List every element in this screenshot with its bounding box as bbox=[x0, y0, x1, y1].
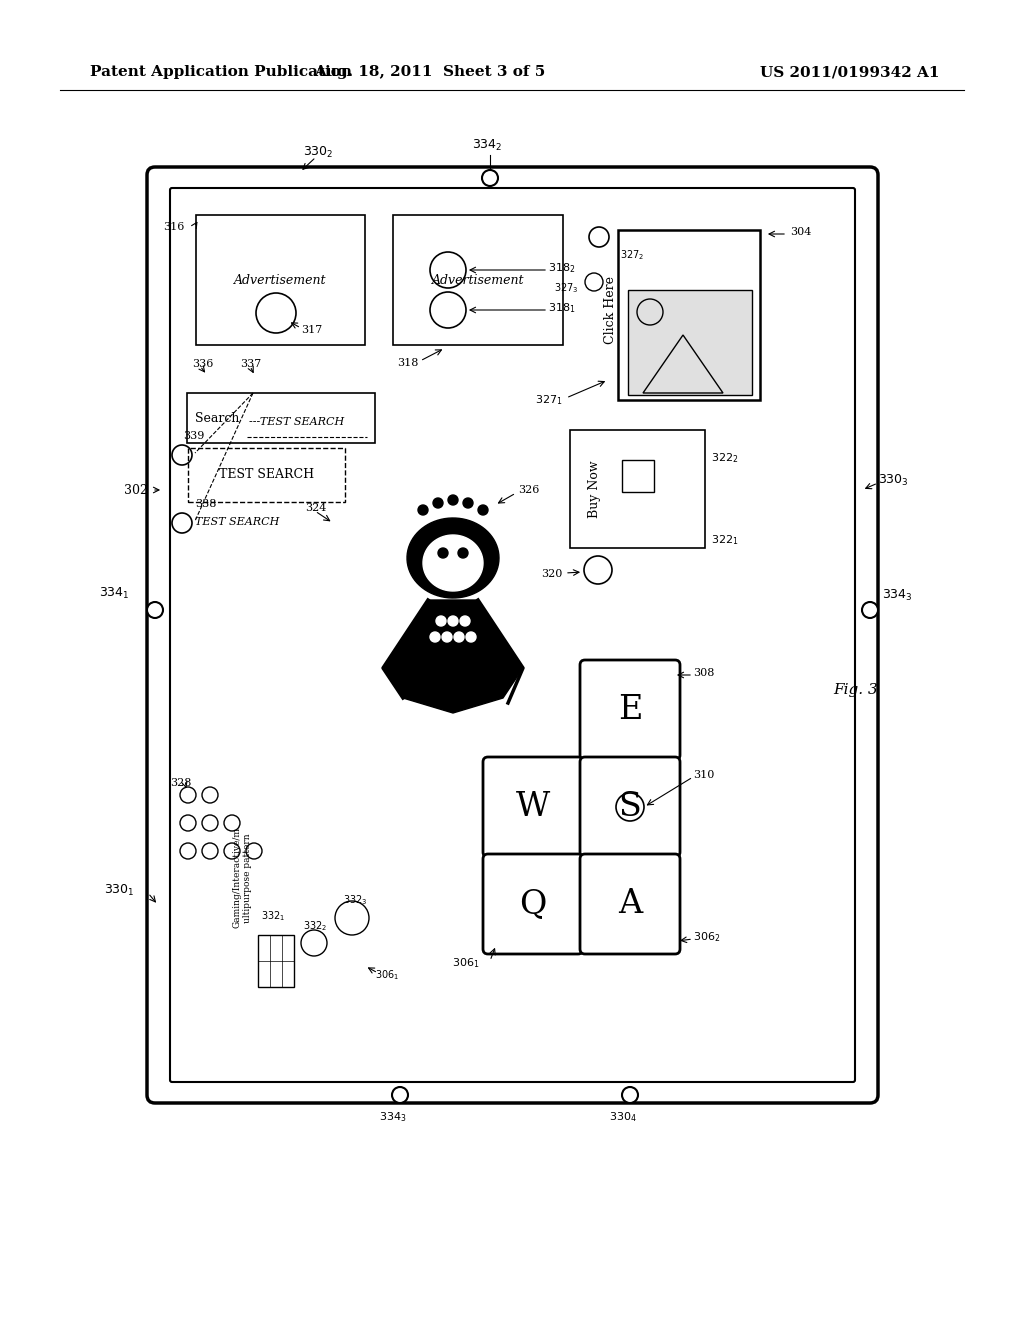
Text: $306_2$: $306_2$ bbox=[693, 931, 721, 944]
FancyBboxPatch shape bbox=[170, 187, 855, 1082]
Text: 304: 304 bbox=[790, 227, 811, 238]
Polygon shape bbox=[383, 601, 523, 713]
Text: 336: 336 bbox=[193, 359, 213, 370]
Bar bbox=[628, 290, 752, 395]
Text: Advertisement: Advertisement bbox=[432, 273, 524, 286]
Circle shape bbox=[463, 498, 473, 508]
Text: W: W bbox=[516, 791, 550, 822]
Text: $322_2$: $322_2$ bbox=[711, 451, 738, 465]
Circle shape bbox=[436, 616, 446, 626]
Circle shape bbox=[466, 632, 476, 642]
Text: S: S bbox=[618, 791, 641, 822]
Circle shape bbox=[478, 506, 488, 515]
Bar bbox=[393, 215, 563, 345]
Bar bbox=[570, 430, 705, 548]
Circle shape bbox=[460, 616, 470, 626]
FancyBboxPatch shape bbox=[483, 854, 583, 954]
Text: $327_3$: $327_3$ bbox=[554, 281, 578, 294]
Circle shape bbox=[449, 616, 458, 626]
Text: $334_3$: $334_3$ bbox=[882, 587, 912, 602]
Bar bbox=[618, 230, 760, 400]
Text: A: A bbox=[617, 888, 642, 920]
Text: 328: 328 bbox=[170, 777, 191, 788]
Text: $318_1$: $318_1$ bbox=[548, 301, 575, 315]
Circle shape bbox=[147, 602, 163, 618]
Bar bbox=[188, 447, 345, 502]
Text: Patent Application Publication: Patent Application Publication bbox=[90, 65, 352, 79]
Text: 318: 318 bbox=[397, 358, 419, 368]
Text: 317: 317 bbox=[301, 325, 323, 335]
Text: Fig. 3: Fig. 3 bbox=[834, 682, 878, 697]
Text: 308: 308 bbox=[693, 668, 715, 678]
Circle shape bbox=[418, 506, 428, 515]
Circle shape bbox=[430, 632, 440, 642]
Text: 326: 326 bbox=[518, 484, 540, 495]
Text: 339: 339 bbox=[183, 432, 205, 441]
Circle shape bbox=[449, 495, 458, 506]
Text: $330_3$: $330_3$ bbox=[878, 473, 909, 487]
Text: 324: 324 bbox=[305, 503, 327, 513]
Text: $327_2$: $327_2$ bbox=[620, 248, 644, 261]
Circle shape bbox=[433, 498, 443, 508]
Text: $334_2$: $334_2$ bbox=[472, 137, 503, 153]
Text: 320: 320 bbox=[541, 569, 562, 579]
Text: Search: Search bbox=[195, 412, 240, 425]
Circle shape bbox=[482, 170, 498, 186]
Text: $332_2$: $332_2$ bbox=[303, 919, 328, 933]
Text: TEST SEARCH: TEST SEARCH bbox=[219, 469, 314, 482]
Text: Q: Q bbox=[519, 888, 547, 920]
Text: TEST SEARCH: TEST SEARCH bbox=[195, 517, 280, 527]
Text: Click Here: Click Here bbox=[603, 276, 616, 345]
Text: 338: 338 bbox=[195, 499, 216, 510]
Text: E: E bbox=[617, 694, 642, 726]
Text: Buy Now: Buy Now bbox=[588, 461, 601, 517]
Text: $332_3$: $332_3$ bbox=[343, 894, 368, 907]
Text: Advertisement: Advertisement bbox=[234, 273, 327, 286]
Text: US 2011/0199342 A1: US 2011/0199342 A1 bbox=[760, 65, 940, 79]
Circle shape bbox=[454, 632, 464, 642]
Text: $330_2$: $330_2$ bbox=[303, 144, 333, 160]
Text: $306_1$: $306_1$ bbox=[453, 956, 480, 970]
Polygon shape bbox=[407, 517, 499, 598]
FancyBboxPatch shape bbox=[147, 168, 878, 1104]
Text: $322_1$: $322_1$ bbox=[711, 533, 738, 546]
Text: $330_1$: $330_1$ bbox=[104, 883, 135, 898]
Bar bbox=[622, 459, 654, 492]
Text: Aug. 18, 2011  Sheet 3 of 5: Aug. 18, 2011 Sheet 3 of 5 bbox=[314, 65, 546, 79]
Text: 310: 310 bbox=[693, 770, 715, 780]
Text: 337: 337 bbox=[240, 359, 261, 370]
Circle shape bbox=[622, 1086, 638, 1104]
Polygon shape bbox=[423, 535, 483, 591]
Text: $330_4$: $330_4$ bbox=[609, 1110, 637, 1123]
Circle shape bbox=[442, 632, 452, 642]
Bar bbox=[196, 215, 365, 345]
Text: 316: 316 bbox=[164, 222, 185, 232]
Text: $318_2$: $318_2$ bbox=[548, 261, 575, 275]
Text: ultipurpose pattern: ultipurpose pattern bbox=[243, 833, 252, 923]
Circle shape bbox=[862, 602, 878, 618]
Text: $332_1$: $332_1$ bbox=[261, 909, 286, 923]
Circle shape bbox=[438, 548, 449, 558]
Text: ---TEST SEARCH: ---TEST SEARCH bbox=[249, 417, 344, 426]
Text: $334_1$: $334_1$ bbox=[99, 586, 130, 601]
Bar bbox=[258, 935, 294, 987]
FancyBboxPatch shape bbox=[580, 854, 680, 954]
Text: 302: 302 bbox=[124, 483, 148, 496]
Text: $327_1$: $327_1$ bbox=[536, 393, 563, 407]
Text: $334_3$: $334_3$ bbox=[379, 1110, 407, 1123]
Circle shape bbox=[392, 1086, 408, 1104]
Bar bbox=[187, 393, 375, 444]
Text: Gaming/Interactive/m: Gaming/Interactive/m bbox=[232, 828, 241, 928]
Circle shape bbox=[458, 548, 468, 558]
Text: $306_1$: $306_1$ bbox=[375, 968, 399, 982]
FancyBboxPatch shape bbox=[483, 756, 583, 857]
FancyBboxPatch shape bbox=[580, 756, 680, 857]
FancyBboxPatch shape bbox=[580, 660, 680, 760]
